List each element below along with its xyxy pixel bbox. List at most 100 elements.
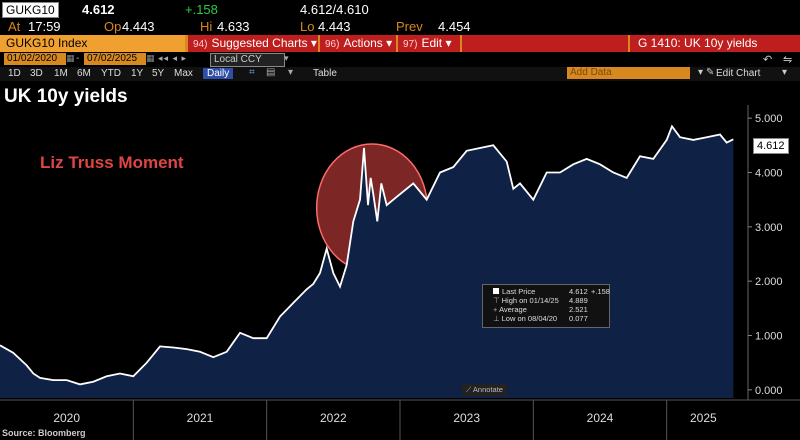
y-tick-label: 4.000 — [755, 167, 783, 179]
legend-low-label: Low on 08/04/20 — [501, 314, 558, 323]
edit-menu[interactable]: 97) Edit ▾ — [398, 35, 460, 52]
annotate-icon: ⟋ — [466, 385, 473, 394]
currency-select[interactable]: Local CCY — [210, 53, 285, 67]
period-button-1m[interactable]: 1M — [54, 68, 68, 79]
date-separator: - — [76, 53, 80, 64]
add-data-input[interactable]: Add Data — [567, 67, 690, 79]
time-value: 17:59 — [28, 19, 61, 34]
actions-label: Actions — [343, 36, 383, 50]
period-button-6m[interactable]: 6M — [77, 68, 91, 79]
legend-last-label: Last Price — [502, 287, 536, 296]
high-label: Hi — [200, 19, 213, 34]
last-value-tag: 4.612 — [753, 138, 789, 154]
calendar-icon[interactable]: ▦ — [66, 53, 75, 63]
y-tick-label: 0.000 — [755, 385, 783, 397]
legend-row-high: ⊤ High on 01/14/25 4.889 — [493, 296, 588, 305]
yield-line — [0, 124, 734, 386]
y-tick-label: 5.000 — [755, 113, 783, 125]
period-button-5y[interactable]: 5Y — [152, 68, 165, 79]
legend-row-average: + Average 2.521 — [493, 305, 588, 314]
chevron-down-icon: ▾ — [310, 36, 317, 50]
edit-chart-button[interactable]: Edit Chart — [716, 68, 761, 79]
y-axis: 0.000 1.000 2.000 3.000 4.000 5.000 — [747, 105, 783, 400]
open-label: Op — [104, 19, 122, 34]
edit-number: 97) — [403, 39, 418, 50]
annotate-label: Annotate — [472, 385, 503, 394]
x-tick-label: 2020 — [53, 411, 80, 425]
x-tick-label: 2023 — [453, 411, 480, 425]
y-tick-label: 2.000 — [755, 276, 783, 288]
low-value: 4.443 — [318, 19, 351, 34]
end-date-input[interactable]: 07/02/2025 — [84, 53, 146, 65]
chevron-down-icon: ▾ — [386, 36, 393, 50]
legend-high-label: High on 01/14/25 — [501, 296, 559, 305]
actions-menu[interactable]: 96) Actions ▾ — [320, 35, 396, 52]
suggested-number: 94) — [193, 39, 208, 50]
high-marker-icon: ⊤ — [493, 296, 502, 305]
x-tick-label: 2025 — [690, 411, 717, 425]
price-change: +.158 — [185, 2, 218, 17]
chevron-down-icon[interactable]: ▾ — [288, 67, 294, 78]
table-button[interactable]: Table — [313, 68, 337, 79]
chevron-down-icon[interactable]: ▾ — [698, 67, 704, 78]
low-marker-icon: ⊥ — [493, 314, 502, 323]
legend-high-value: 4.889 — [569, 296, 588, 305]
annotate-button[interactable]: ⟋ Annotate — [462, 384, 507, 396]
low-label: Lo — [300, 19, 315, 34]
legend-average-label: Average — [499, 305, 527, 314]
frequency-select[interactable]: Daily — [203, 68, 234, 79]
actions-number: 96) — [325, 39, 340, 50]
last-price: 4.612 — [82, 2, 115, 17]
period-button-max[interactable]: Max — [174, 68, 193, 79]
date-step-buttons[interactable]: ◂◂ ◂ ▸ — [158, 53, 188, 63]
quote-bar: GUKG10 4.612 +.158 4.612/4.610 — [0, 0, 800, 19]
suggested-charts-menu[interactable]: 94) Suggested Charts ▾ — [188, 35, 318, 52]
edit-icon[interactable]: ✎ — [706, 67, 715, 78]
security-field[interactable]: GUKG10 Index — [0, 35, 185, 52]
high-value: 4.633 — [217, 19, 250, 34]
quote-details: At 17:59 Op 4.443 Hi 4.633 Lo 4.443 Prev… — [0, 19, 800, 35]
edit-label: Edit — [421, 36, 443, 50]
menu-spacer — [462, 35, 628, 52]
legend-last-value: 4.612 — [569, 287, 588, 296]
prev-value: 4.454 — [438, 19, 471, 34]
annotation-label: Liz Truss Moment — [40, 153, 184, 172]
prev-label: Prev — [396, 19, 423, 34]
ticker-field[interactable]: GUKG10 — [2, 2, 59, 18]
average-marker-icon: + — [493, 305, 500, 314]
function-title: G 1410: UK 10y yields — [630, 35, 800, 52]
date-row — [0, 52, 800, 66]
y-tick-label: 1.000 — [755, 331, 783, 343]
period-button-1d[interactable]: 1D — [8, 68, 21, 79]
period-button-1y[interactable]: 1Y — [131, 68, 144, 79]
settings-icon[interactable]: ⇋ — [783, 54, 793, 66]
line-chart-icon[interactable]: ⌗ — [249, 67, 255, 78]
source-footer: Source: Bloomberg — [2, 428, 86, 438]
legend-row-last: Last Price 4.612 +.158 — [493, 287, 610, 296]
undo-icon[interactable]: ↶ — [763, 54, 773, 66]
time-label: At — [8, 19, 21, 34]
last-price-swatch-icon — [493, 288, 499, 294]
x-tick-label: 2021 — [187, 411, 214, 425]
bar-chart-icon[interactable]: ▤ — [266, 67, 276, 78]
calendar-icon[interactable]: ▦ — [146, 53, 155, 63]
open-value: 4.443 — [122, 19, 155, 34]
x-axis: 2020 2021 2022 2023 2024 2025 — [0, 399, 800, 440]
chevron-down-icon[interactable]: ▾ — [782, 67, 788, 78]
chevron-down-icon[interactable]: ▾ — [284, 53, 289, 63]
bid-ask: 4.612/4.610 — [300, 2, 369, 17]
legend-low-value: 0.077 — [569, 314, 588, 323]
legend-box: Last Price 4.612 +.158 ⊤ High on 01/14/2… — [482, 284, 610, 328]
start-date-input[interactable]: 01/02/2020 — [4, 53, 66, 65]
period-button-3d[interactable]: 3D — [30, 68, 43, 79]
x-tick-label: 2024 — [587, 411, 614, 425]
suggested-label: Suggested Charts — [211, 36, 308, 50]
legend-last-change: +.158 — [591, 287, 610, 296]
x-tick-label: 2022 — [320, 411, 347, 425]
period-button-ytd[interactable]: YTD — [101, 68, 121, 79]
legend-row-low: ⊥ Low on 08/04/20 0.077 — [493, 314, 588, 323]
chart-title: UK 10y yields — [4, 86, 128, 107]
y-tick-label: 3.000 — [755, 222, 783, 234]
legend-average-value: 2.521 — [569, 305, 588, 314]
